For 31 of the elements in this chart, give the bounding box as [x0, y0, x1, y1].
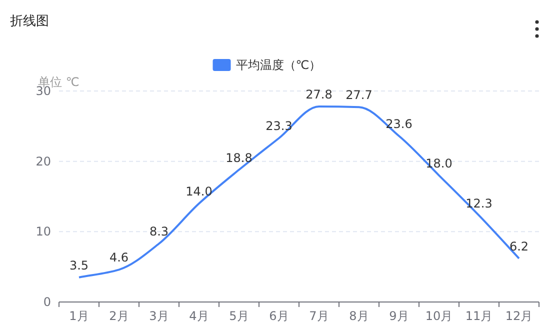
- data-label: 3.5: [69, 258, 89, 272]
- data-label: 8.3: [149, 224, 169, 239]
- data-label: 12.3: [466, 196, 492, 210]
- xtick: 5月: [229, 309, 249, 323]
- legend: 平均温度（℃）: [212, 58, 322, 72]
- data-label: 18.8: [226, 150, 252, 165]
- xtick: 8月: [349, 309, 369, 323]
- ytick: 0: [43, 295, 51, 309]
- ytick: 20: [36, 154, 51, 168]
- legend-label: 平均温度（℃）: [236, 58, 322, 72]
- data-label: 4.6: [109, 250, 129, 265]
- xtick: 3月: [149, 309, 169, 323]
- xtick: 11月: [465, 309, 493, 323]
- ylabel: 单位 ℃: [38, 75, 80, 89]
- xtick: 4月: [189, 309, 209, 323]
- xtick: 6月: [269, 309, 289, 323]
- xtick: 7月: [309, 309, 329, 323]
- title: 折线图: [10, 14, 49, 29]
- data-label: 6.2: [509, 239, 529, 254]
- xtick: 1月: [69, 309, 89, 323]
- data-label: 27.7: [346, 88, 372, 102]
- data-label: 23.6: [386, 117, 412, 132]
- xtick: 10月: [425, 309, 453, 323]
- xtick: 2月: [109, 309, 129, 323]
- data-label: 23.3: [266, 119, 292, 134]
- data-label: 14.0: [186, 184, 212, 199]
- xtick: 12月: [505, 309, 533, 323]
- data-label: 18.0: [426, 156, 452, 170]
- data-label: 27.8: [306, 87, 332, 102]
- xtick: 9月: [389, 309, 409, 323]
- ytick: 10: [36, 224, 51, 239]
